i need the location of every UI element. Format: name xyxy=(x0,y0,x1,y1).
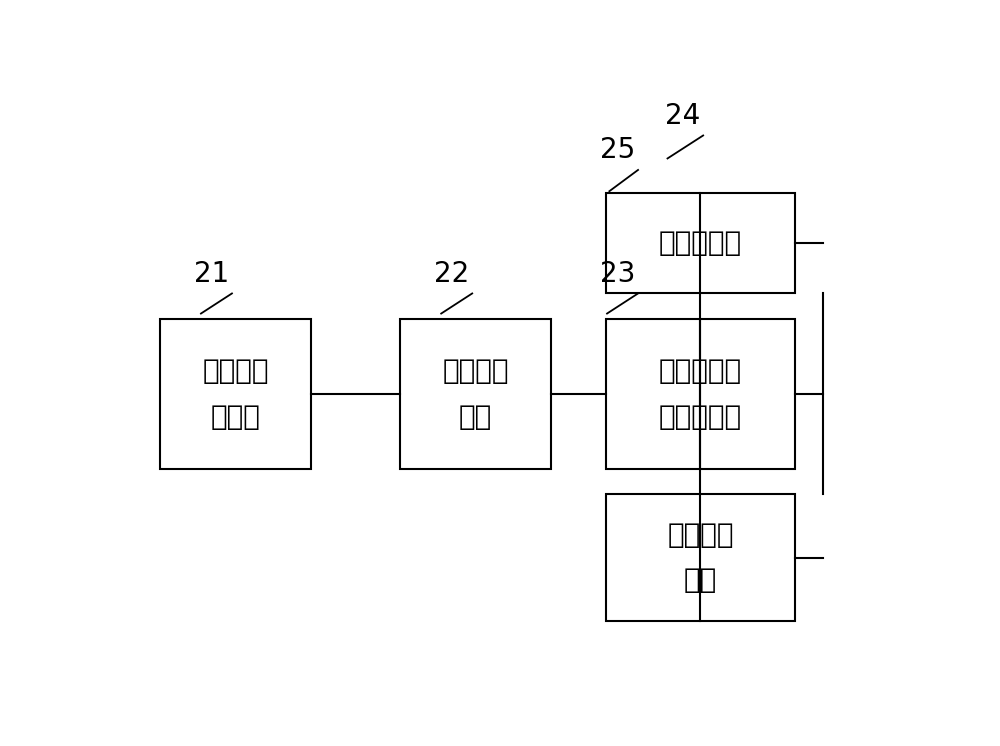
Text: 荧光收集
装置: 荧光收集 装置 xyxy=(667,521,734,595)
Text: 25: 25 xyxy=(600,137,636,164)
Bar xyxy=(400,319,551,468)
Bar xyxy=(606,319,795,468)
Bar xyxy=(160,319,311,468)
Text: 22: 22 xyxy=(434,260,470,288)
Text: 23: 23 xyxy=(600,260,636,288)
Text: 24: 24 xyxy=(665,101,701,130)
Text: 微型双光子
显微镜探头: 微型双光子 显微镜探头 xyxy=(659,357,742,430)
Text: 飞秒脉冲
激光器: 飞秒脉冲 激光器 xyxy=(202,357,269,430)
Text: 扫描控制器: 扫描控制器 xyxy=(659,229,742,257)
Bar xyxy=(606,193,795,293)
Text: 光纤耦合
模块: 光纤耦合 模块 xyxy=(442,357,509,430)
Bar xyxy=(606,495,795,621)
Text: 21: 21 xyxy=(194,260,229,288)
